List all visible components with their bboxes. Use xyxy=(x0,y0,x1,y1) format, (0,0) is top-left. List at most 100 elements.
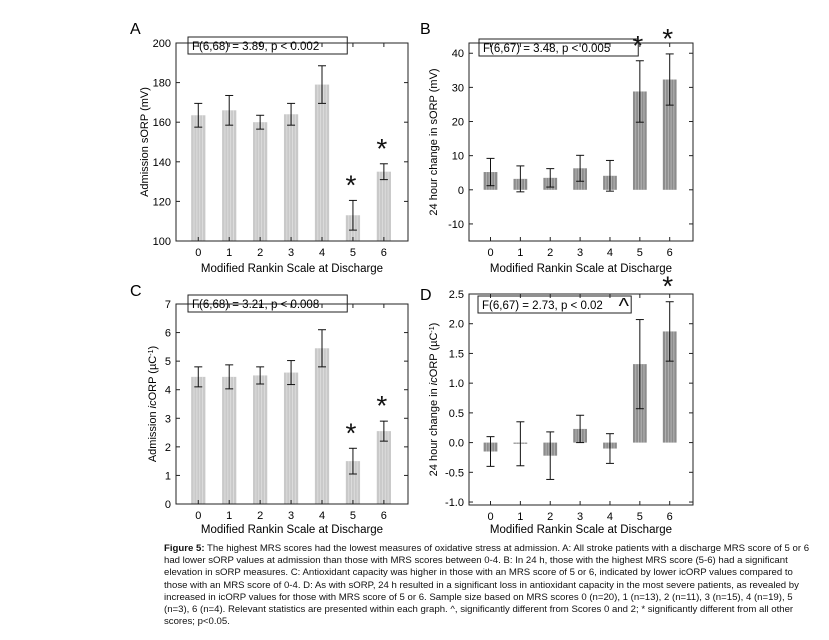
x-tick-label: 0 xyxy=(487,247,493,259)
bar xyxy=(191,115,206,241)
bar xyxy=(283,372,299,504)
x-tick-label: 0 xyxy=(195,510,201,522)
bar xyxy=(191,376,206,504)
y-tick-label: 3 xyxy=(165,413,171,425)
bar xyxy=(314,348,330,504)
x-tick-label: 5 xyxy=(350,510,356,522)
x-axis-label: Modified Rankin Scale at Discharge xyxy=(201,263,383,275)
y-tick-label: 2.0 xyxy=(449,319,464,331)
bar xyxy=(376,431,391,504)
bar xyxy=(253,122,268,241)
significance-marker: * xyxy=(376,133,387,164)
y-tick-label: 2.5 xyxy=(449,289,464,301)
x-tick-label: 1 xyxy=(517,511,523,523)
chart-panel-c: * * 0 1 2 3 4 5 6 7 0 1 2 3 4 5 6 Modified Rankin Scale a… xyxy=(130,283,409,536)
y-axis-label-part: -1 xyxy=(429,326,436,332)
panel-letter: A xyxy=(130,21,141,38)
y-axis-label-part: ic xyxy=(428,377,440,385)
stat-box xyxy=(478,38,639,57)
y-axis-label: 24 hour change in sORP (mV) xyxy=(428,68,440,215)
plot-frame xyxy=(468,42,694,242)
panel-letter: B xyxy=(420,21,431,38)
x-tick-label: 2 xyxy=(257,247,263,259)
bar xyxy=(222,376,237,504)
caption-label: Figure 5: xyxy=(164,543,205,554)
y-tick-label: 1.5 xyxy=(449,348,464,360)
x-tick-label: 3 xyxy=(288,247,294,259)
x-tick-label: 4 xyxy=(319,510,325,522)
bar xyxy=(662,79,677,190)
y-tick-label: 140 xyxy=(153,157,171,169)
y-tick-label: 120 xyxy=(153,196,171,208)
x-tick-label: 0 xyxy=(195,247,201,259)
x-tick-label: 5 xyxy=(637,511,643,523)
plot-frame xyxy=(175,42,409,242)
y-tick-label: 4 xyxy=(165,385,171,397)
y-tick-label: 5 xyxy=(165,356,171,368)
y-axis-label: Admission icORP (µC-1) xyxy=(147,346,159,462)
x-tick-label: 6 xyxy=(667,511,673,523)
x-tick-label: 1 xyxy=(517,247,523,259)
y-tick-label: 0 xyxy=(165,499,171,511)
significance-marker: ^ xyxy=(619,294,630,319)
stat-box xyxy=(477,295,632,314)
x-tick-label: 5 xyxy=(350,247,356,259)
panel-letter: D xyxy=(420,287,432,304)
x-tick-label: 4 xyxy=(319,247,325,259)
caption-text: The highest MRS scores had the lowest me… xyxy=(164,543,810,628)
y-axis-label-part: ) xyxy=(147,346,159,350)
stat-label: F(6,67) = 2.73, p < 0.02 xyxy=(482,300,603,312)
bar xyxy=(632,91,647,190)
y-tick-label: -1.0 xyxy=(445,497,464,509)
significance-marker: * xyxy=(345,417,356,448)
bar xyxy=(283,114,299,241)
bar xyxy=(662,331,677,443)
x-tick-label: 1 xyxy=(226,247,232,259)
y-axis-label: 24 hour change in icORP (µC-1) xyxy=(428,323,440,477)
y-tick-label: 40 xyxy=(452,48,464,60)
y-tick-label: 20 xyxy=(452,117,464,129)
plot-frame xyxy=(175,303,409,505)
x-tick-label: 2 xyxy=(257,510,263,522)
y-axis-label: Admission sORP (mV) xyxy=(139,87,151,197)
y-tick-label: -10 xyxy=(448,219,464,231)
y-axis-label-part: Admission xyxy=(147,408,159,462)
x-tick-label: 3 xyxy=(288,510,294,522)
y-tick-label: 30 xyxy=(452,82,464,94)
y-tick-label: 160 xyxy=(153,117,171,129)
y-axis-label-part: -1 xyxy=(148,349,155,355)
y-tick-label: 0 xyxy=(458,185,464,197)
bar xyxy=(253,375,268,504)
x-tick-label: 0 xyxy=(487,511,493,523)
y-axis-label-part: ORP (µC xyxy=(428,333,440,378)
x-tick-label: 4 xyxy=(607,511,613,523)
y-tick-label: 100 xyxy=(153,236,171,248)
x-tick-label: 4 xyxy=(607,247,613,259)
stat-label: F(6,68) = 3.21, p < 0.008 xyxy=(192,299,319,311)
x-tick-label: 6 xyxy=(381,247,387,259)
y-tick-label: 1 xyxy=(165,470,171,482)
bar xyxy=(376,171,391,241)
y-axis-label-part: ) xyxy=(428,323,440,327)
figure-caption: Figure 5: The highest MRS scores had the… xyxy=(164,543,814,628)
x-tick-label: 6 xyxy=(667,247,673,259)
x-tick-label: 2 xyxy=(547,511,553,523)
x-axis-label: Modified Rankin Scale at Discharge xyxy=(490,263,672,275)
y-axis-label-part: 24 hour change in xyxy=(428,385,440,476)
chart-panel-d: ^ * -1.0 -0.5 0.0 0.5 1.0 1.5 2.0 2.5 0 1 2 3 4 5 6Modif… xyxy=(420,271,694,536)
y-axis-label-part: ic xyxy=(147,400,159,408)
x-tick-label: 3 xyxy=(577,511,583,523)
plot-frame xyxy=(468,293,694,506)
x-tick-label: 1 xyxy=(226,510,232,522)
y-axis-label-part: ORP (µC xyxy=(147,356,159,401)
y-tick-label: 2 xyxy=(165,442,171,454)
bar xyxy=(314,84,330,241)
significance-marker: * xyxy=(662,271,673,302)
x-axis-label: Modified Rankin Scale at Discharge xyxy=(201,524,383,536)
bar xyxy=(222,110,237,241)
y-tick-label: 200 xyxy=(153,38,171,50)
stat-box xyxy=(187,36,348,55)
y-tick-label: 180 xyxy=(153,78,171,90)
